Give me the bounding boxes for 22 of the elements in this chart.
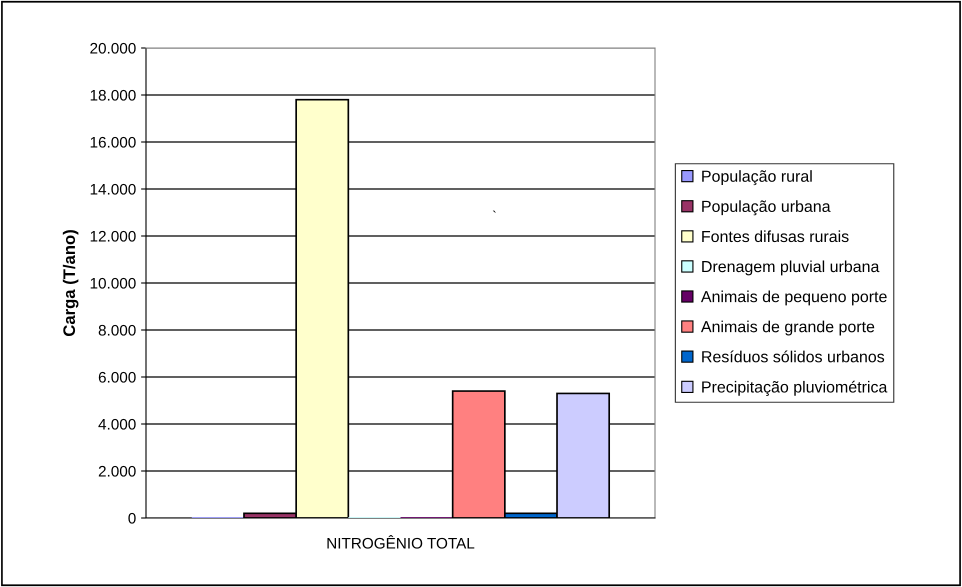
legend-label: Precipitação pluviométrica — [702, 380, 888, 396]
legend-label: Animais de pequeno porte — [700, 290, 887, 306]
legend-label: Fontes difusas rurais — [702, 230, 849, 242]
legend-label: População rural — [702, 170, 812, 186]
annotation: ` — [492, 210, 496, 213]
y-axis-title: Carga (T/ano) — [62, 230, 78, 336]
x-tick-label: NITROGÊNIO TOTAL — [327, 535, 474, 549]
legend-label: Resíduos sólidos urbanos — [702, 350, 884, 362]
y-tick-label: 0 — [128, 512, 136, 524]
y-tick-label: 14.000 — [90, 184, 136, 195]
y-tick-label: 20.000 — [90, 42, 136, 54]
y-tick-label: 16.000 — [90, 136, 136, 148]
y-tick-label: 6.000 — [98, 372, 136, 383]
legend-label: População urbana — [702, 200, 831, 216]
y-tick-label: 10.000 — [90, 278, 136, 289]
y-tick-label: 2.000 — [98, 466, 136, 477]
y-tick-label: 8.000 — [98, 324, 136, 336]
y-tick-label: 18.000 — [90, 90, 136, 101]
legend-label: Drenagem pluvial urbana — [702, 260, 880, 276]
legend-label: Animais de grande porte — [700, 320, 874, 336]
y-tick-label: 12.000 — [90, 230, 136, 242]
y-tick-label: 4.000 — [98, 418, 136, 430]
